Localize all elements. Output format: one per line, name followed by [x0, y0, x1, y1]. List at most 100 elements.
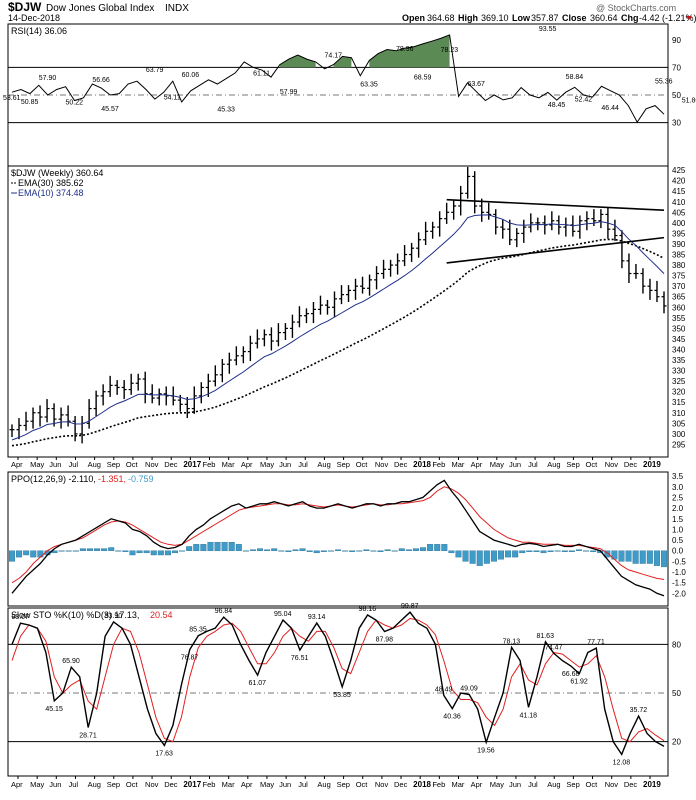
- price-bar: [184, 396, 190, 419]
- ppo-hist-bar: [512, 550, 519, 558]
- sto-value-label: 53.85: [333, 692, 351, 699]
- price-tick-label: 380: [672, 261, 686, 270]
- time-axis-label: Feb: [203, 780, 216, 789]
- ppo-hist-bar: [370, 550, 377, 552]
- price-tick-label: 330: [672, 367, 686, 376]
- time-axis-label: Apr: [11, 780, 23, 789]
- price-tick-label: 325: [672, 377, 686, 386]
- price-bar: [395, 253, 401, 275]
- price-bar: [44, 399, 50, 423]
- high-value: 369.10: [481, 13, 509, 23]
- time-axis-label: 2019: [643, 780, 661, 789]
- ppo-tick-label: -1.0: [672, 568, 686, 577]
- ppo-hist-bar: [427, 544, 434, 551]
- price-bar: [30, 407, 36, 429]
- time-axis-label: Nov: [145, 460, 159, 469]
- sto-value-label: 99.87: [401, 603, 419, 610]
- time-axis-label: Nov: [375, 460, 389, 469]
- time-axis-label: Jul: [528, 780, 538, 789]
- rsi-value-label: 68.59: [414, 74, 432, 81]
- sto-value-label: 61.07: [249, 680, 267, 687]
- rsi-value-label: 57.90: [39, 75, 57, 82]
- price-bar: [303, 308, 309, 324]
- time-axis-label: Jun: [279, 780, 291, 789]
- ppo-hist-bar: [335, 549, 342, 551]
- ppo-hist-bar: [143, 550, 150, 554]
- sto-value-label: 49.09: [460, 685, 478, 692]
- ppo-hist-bar: [320, 550, 327, 552]
- ppo-hist-bar: [94, 548, 101, 551]
- price-tick-label: 360: [672, 303, 686, 312]
- rsi-value-label: 53.61: [3, 95, 21, 102]
- price-tick-label: 385: [672, 251, 686, 260]
- ppo-hist-bar: [554, 550, 561, 552]
- price-bar: [528, 213, 534, 233]
- time-axis-label: Feb: [432, 460, 445, 469]
- time-axis-label: Sep: [566, 780, 579, 789]
- price-bar: [247, 335, 253, 362]
- rsi-value-label: 63.35: [360, 82, 378, 89]
- sto-value-label: 66.68: [562, 671, 580, 678]
- sto-d-line: [11, 617, 665, 743]
- ppo-signal-line: [11, 486, 665, 584]
- price-bar: [163, 386, 169, 406]
- time-axis-label: Nov: [605, 460, 619, 469]
- ppo-tick-label: 3.0: [672, 483, 684, 492]
- time-axis-label: Sep: [107, 460, 120, 469]
- time-axis-label: Apr: [471, 780, 483, 789]
- rsi-tick-label: 90: [672, 36, 681, 45]
- price-bar: [577, 215, 583, 239]
- price-bar: [339, 285, 345, 305]
- price-bar: [430, 221, 436, 239]
- ppo-hist-bar: [441, 544, 448, 551]
- ppo-hist-bar: [469, 550, 476, 564]
- ppo-hist-bar: [79, 548, 86, 551]
- rsi-value-label: 93.55: [539, 26, 557, 33]
- ppo-hist-bar: [72, 550, 79, 552]
- open-label: Open: [402, 13, 425, 23]
- rsi-value-label: 74.17: [325, 53, 343, 60]
- ppo-hist-bar: [384, 549, 391, 551]
- ppo-hist-bar: [164, 550, 171, 556]
- rsi-value-label: 55.36: [655, 79, 673, 86]
- sto-value-label: 41.18: [520, 712, 538, 719]
- ppo-hist-bar: [590, 550, 597, 552]
- ppo-hist-bar: [136, 550, 143, 554]
- price-bar: [79, 415, 85, 444]
- time-axis-label: Nov: [375, 780, 389, 789]
- close-label: Close: [562, 13, 587, 23]
- ppo-panel-frame: [7, 471, 669, 607]
- time-axis-label: Aug: [317, 780, 330, 789]
- ppo-hist-bar: [434, 544, 441, 551]
- sto-value-label: 81.63: [536, 633, 554, 640]
- rsi-value-label: 56.66: [92, 77, 110, 84]
- chart-header: $DJW Dow Jones Global Index INDX 14-Dec-…: [8, 0, 696, 23]
- ppo-panel: -2.0-1.5 -1.0 -0.50.0 0.5 1.01.5 2.0 2.53.0 3.5…: [7, 471, 686, 607]
- ppo-hist-bar: [455, 550, 462, 558]
- time-axis-bottom: Apr May Jun Jul Aug Sep Oct Nov Dec 2017 Feb Mar Apr…: [11, 776, 661, 789]
- sto-value-label: 28.71: [79, 732, 97, 739]
- time-axis-label: May: [30, 460, 44, 469]
- price-bar: [598, 209, 604, 229]
- price-bar: [451, 200, 457, 220]
- watermark: @ StockCharts.com: [596, 3, 676, 13]
- time-axis-label: Apr: [11, 460, 23, 469]
- ppo-hist-bar: [476, 550, 483, 566]
- sto-d-legend: 20.54: [150, 610, 173, 620]
- ppo-hist-bar: [200, 544, 207, 551]
- ppo-tick-label: 1.5: [672, 515, 684, 524]
- close-value: 360.64: [590, 13, 618, 23]
- ppo-hist-bar: [618, 550, 625, 562]
- ppo-hist-bar: [533, 550, 540, 552]
- price-tick-label: 340: [672, 345, 686, 354]
- ppo-hist-bar: [23, 550, 30, 556]
- ppo-hist-bar: [179, 550, 186, 552]
- ppo-tick-label: -1.5: [672, 579, 686, 588]
- ppo-hist-bar: [285, 550, 292, 552]
- ppo-hist-bar: [412, 548, 419, 551]
- time-axis-label: Dec: [624, 780, 638, 789]
- ppo-hist-bar: [122, 550, 129, 552]
- time-axis-label: Mar: [451, 460, 464, 469]
